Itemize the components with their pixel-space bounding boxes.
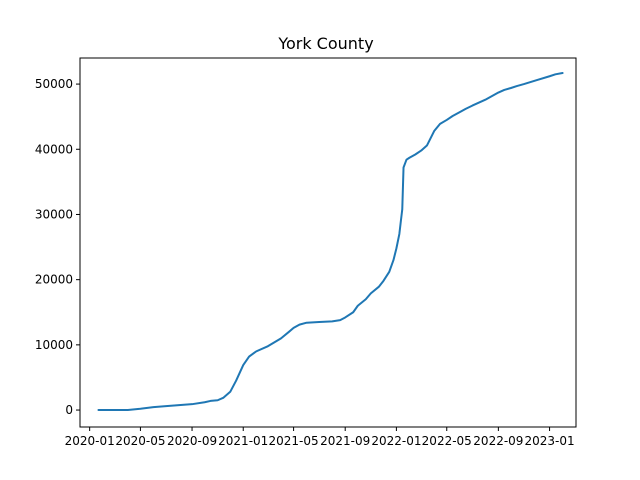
- y-tick-label: 10000: [35, 338, 73, 352]
- chart-title: York County: [277, 34, 373, 53]
- y-tick-label: 40000: [35, 142, 73, 156]
- y-axis: 0 10000 20000 30000 40000 50000: [35, 77, 80, 417]
- x-tick-label: 2022-09: [473, 434, 523, 448]
- y-tick-label: 30000: [35, 207, 73, 221]
- x-tick-label: 2021-09: [320, 434, 370, 448]
- x-tick-label: 2020-05: [115, 434, 165, 448]
- y-tick-label: 20000: [35, 273, 73, 287]
- series-line-0: [97, 71, 564, 412]
- x-axis: 2020-01 2020-05 2020-09 2021-01 2021-05 2021-…: [65, 427, 575, 448]
- series-layer: [97, 71, 564, 412]
- x-tick-label: 2020-01: [65, 434, 115, 448]
- plot-area: 2020-01 2020-05 2020-09 2021-01 2021-05 2021-…: [35, 57, 577, 448]
- x-tick-label: 2020-09: [167, 434, 217, 448]
- x-tick-label: 2023-01: [524, 434, 574, 448]
- y-tick-label: 50000: [35, 77, 73, 91]
- x-tick-label: 2022-05: [422, 434, 472, 448]
- x-tick-label: 2021-01: [218, 434, 268, 448]
- axes-frame: [79, 57, 577, 428]
- x-tick-label: 2022-01: [371, 434, 421, 448]
- y-tick-label: 0: [65, 403, 73, 417]
- x-tick-label: 2021-05: [269, 434, 319, 448]
